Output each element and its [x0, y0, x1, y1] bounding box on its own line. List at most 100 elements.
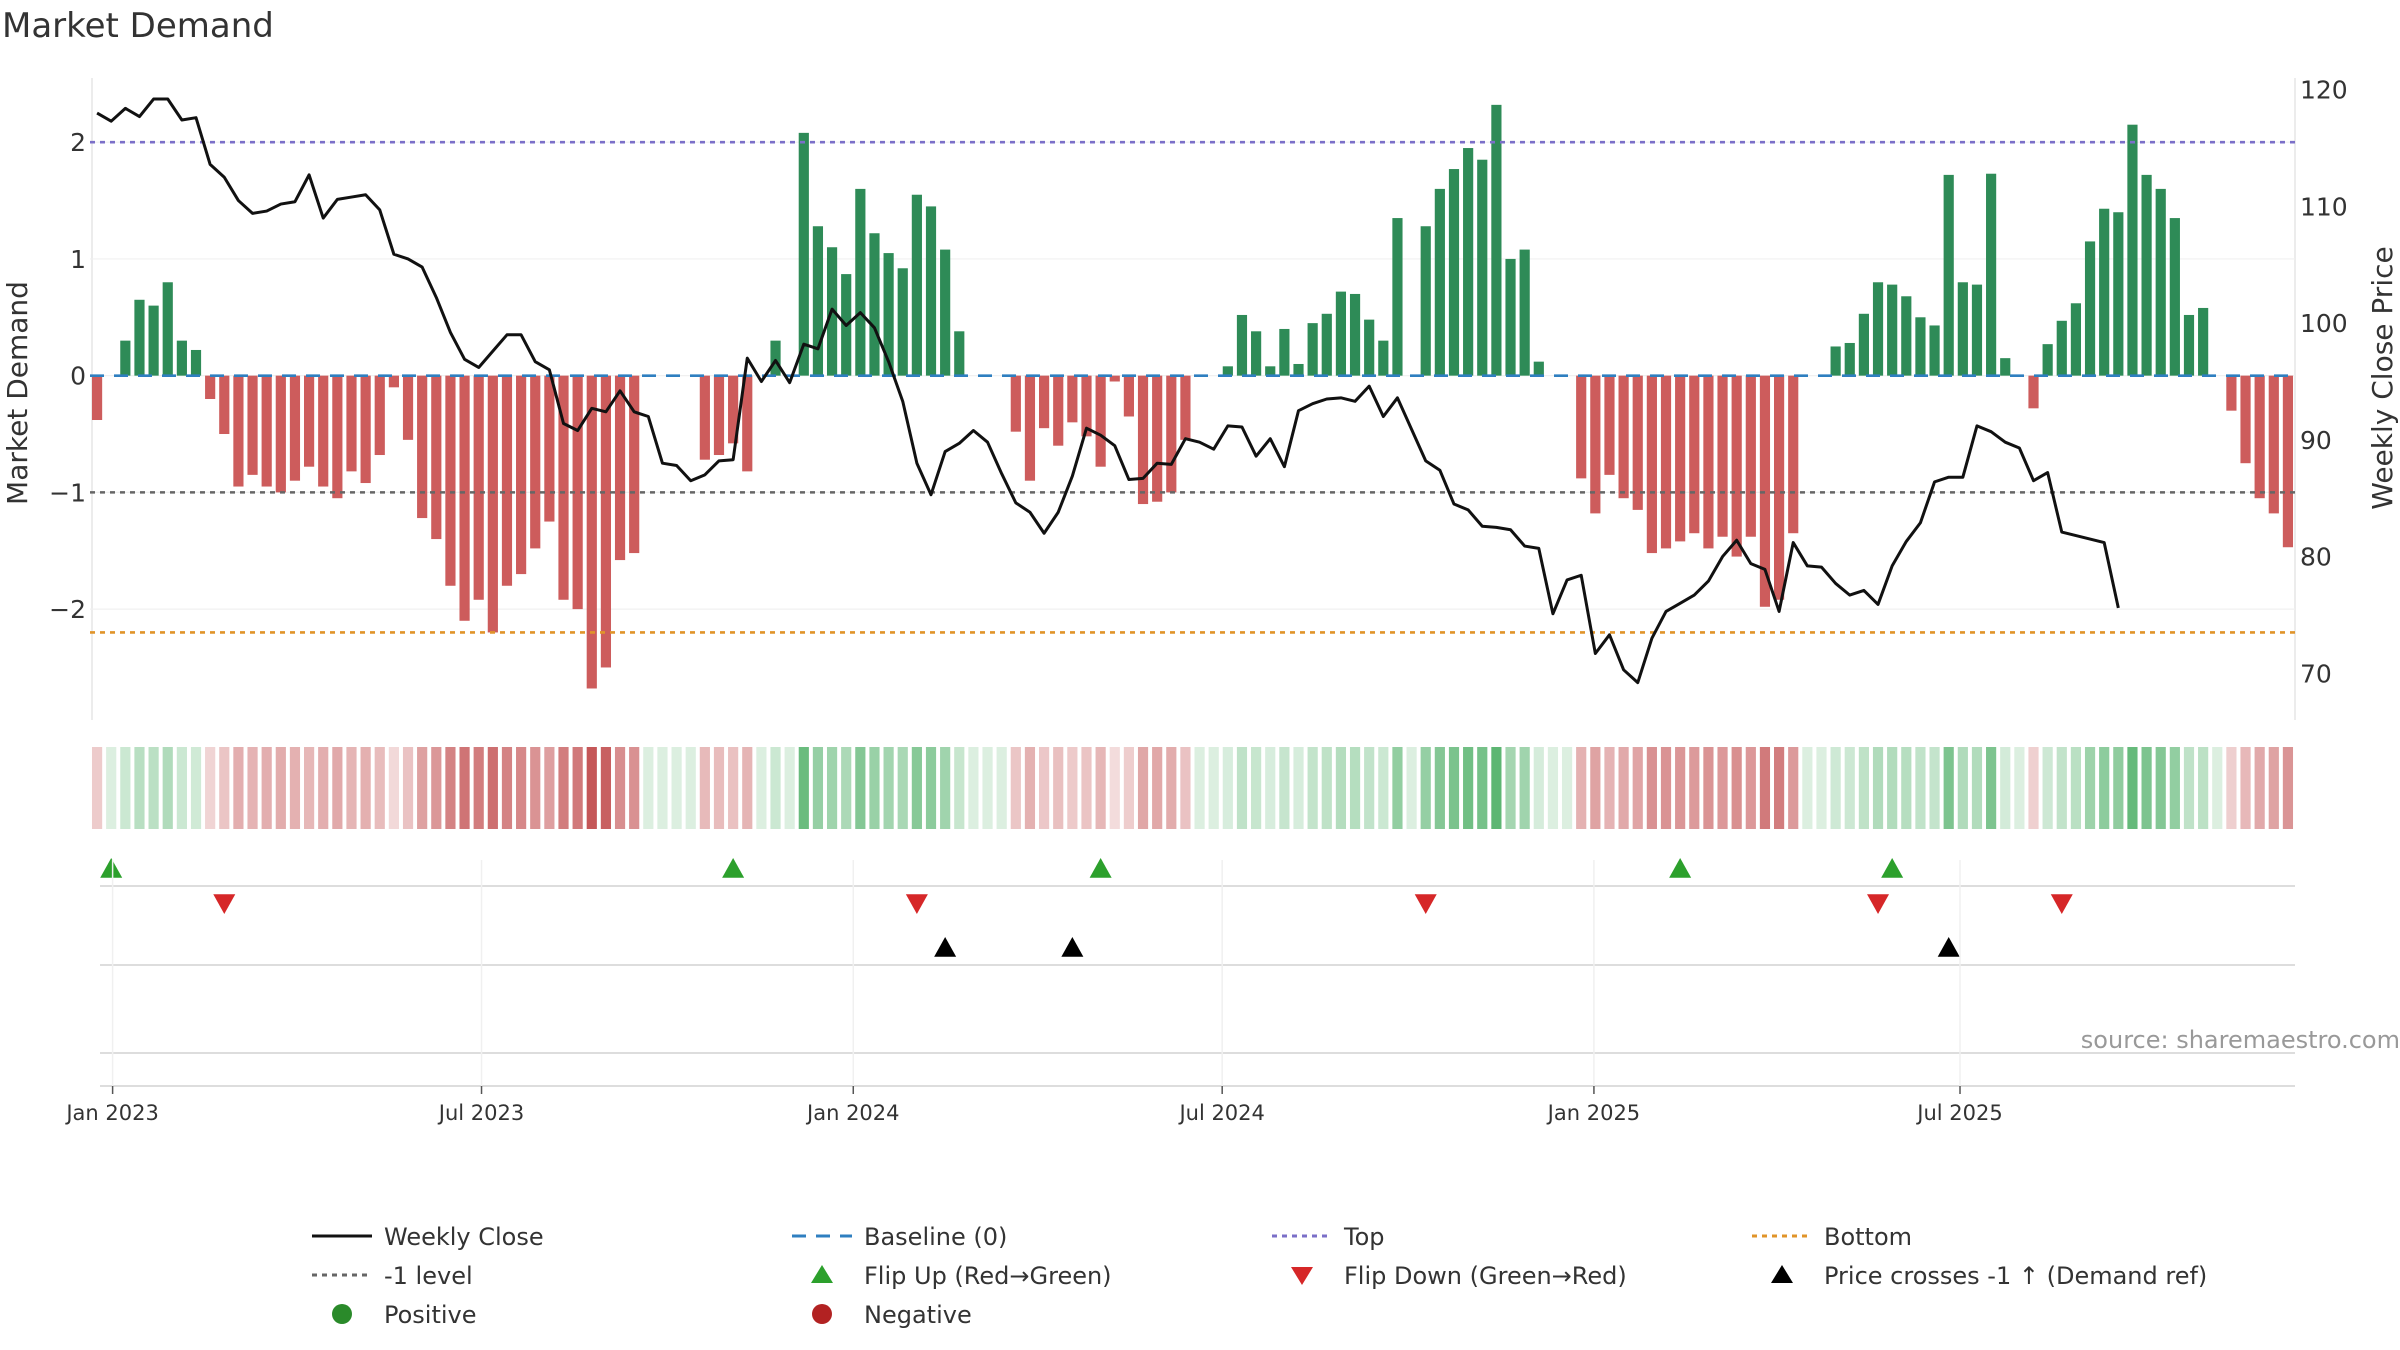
strip-cell — [1406, 747, 1417, 829]
strip-cell — [247, 747, 258, 829]
negative-demand-bar — [1632, 375, 1643, 510]
positive-demand-bar — [2169, 218, 2180, 376]
negative-demand-bar — [516, 375, 527, 575]
strip-cell — [388, 747, 399, 829]
negative-demand-bar — [1123, 375, 1134, 417]
strip-cell — [2183, 747, 2195, 829]
y-tick-label: −2 — [49, 595, 86, 624]
positive-demand-bar — [2141, 174, 2152, 376]
x-tick-label: Jan 2023 — [64, 1101, 159, 1125]
price-cross-marker — [1937, 937, 1960, 957]
negative-demand-bar — [374, 375, 385, 456]
y2-tick-label: 100 — [2300, 309, 2348, 338]
negative-demand-bar — [1590, 375, 1601, 514]
positive-demand-bar — [1463, 148, 1474, 376]
strip-cell — [1095, 747, 1106, 829]
positive-demand-bar — [2155, 188, 2166, 376]
negative-demand-bar — [1703, 375, 1714, 549]
y2-tick-label: 90 — [2300, 426, 2332, 455]
strip-cell — [1675, 747, 1686, 829]
negative-demand-bar — [501, 375, 513, 586]
positive-demand-bar — [1957, 282, 1968, 376]
strip-cell — [1208, 747, 1219, 829]
strip-cell — [1887, 747, 1898, 829]
negative-demand-bar — [275, 375, 286, 493]
positive-demand-bar — [1971, 284, 1983, 376]
legend-label: Top — [1343, 1223, 1385, 1251]
strip-cell — [699, 747, 710, 829]
negative-demand-bar — [1660, 375, 1672, 549]
positive-demand-bar — [940, 249, 951, 376]
strip-cell — [1802, 747, 1813, 829]
strip-cell — [91, 747, 103, 829]
strip-cell — [1717, 747, 1728, 829]
negative-demand-bar — [1180, 375, 1191, 440]
strip-cell — [1293, 747, 1304, 829]
strip-cell — [2212, 747, 2223, 829]
strip-cell — [1901, 747, 1912, 829]
strip-cell — [1703, 747, 1714, 829]
negative-demand-bar — [1774, 375, 1785, 600]
right-y-axis: 120 110 100 90 80 70 — [2300, 76, 2348, 689]
strip-cell — [1166, 747, 1177, 829]
negative-demand-bar — [1095, 375, 1106, 467]
y-tick-label: 2 — [70, 128, 86, 157]
positive-demand-bar — [1858, 313, 1869, 376]
strip-cell — [869, 747, 880, 829]
strip-cell — [1420, 747, 1431, 829]
source-note: source: sharemaestro.com — [2081, 1026, 2400, 1054]
strip-cell — [1067, 747, 1078, 829]
strip-cell — [2056, 747, 2067, 829]
negative-demand-bar — [1576, 375, 1587, 479]
strip-cell — [417, 747, 428, 829]
positive-demand-bar — [770, 340, 781, 376]
strip-cell — [205, 747, 216, 829]
negative-demand-bar — [2226, 375, 2237, 411]
negative-demand-bar — [614, 375, 626, 561]
price-cross-marker — [1061, 937, 1084, 957]
strip-cell — [855, 747, 866, 829]
strip-cell — [657, 747, 668, 829]
legend-label: Flip Down (Green→Red) — [1344, 1262, 1627, 1290]
positive-demand-bar — [1349, 293, 1361, 376]
x-tick-label: Jul 2025 — [1915, 1101, 2002, 1125]
strip-cell — [1844, 747, 1855, 829]
strip-cell — [106, 747, 117, 829]
event-marker-panels — [100, 858, 2295, 1087]
strip-cell — [1349, 747, 1361, 829]
negative-demand-bar — [91, 375, 103, 421]
strip-cell — [134, 747, 145, 829]
strip-cell — [1561, 747, 1573, 829]
positive-demand-bar — [176, 340, 187, 376]
strip-cell — [1321, 747, 1332, 829]
strip-cell — [2028, 747, 2039, 829]
negative-demand-bar — [318, 375, 329, 487]
strip-cell — [2113, 747, 2124, 829]
strip-cell — [1307, 747, 1318, 829]
negative-demand-bar — [261, 375, 272, 487]
negative-demand-bar — [1618, 375, 1629, 499]
strip-cell — [798, 747, 809, 829]
positive-demand-bar — [869, 233, 880, 376]
strip-cell — [148, 747, 159, 829]
negative-demand-bar — [1731, 375, 1742, 557]
strip-cell — [1533, 747, 1544, 829]
strip-cell — [2070, 747, 2082, 829]
positive-demand-bar — [1844, 342, 1855, 376]
strip-cell — [1943, 747, 1954, 829]
negative-demand-bar — [1152, 375, 1163, 502]
y2-tick-label: 120 — [2300, 76, 2348, 105]
negative-demand-bar — [2282, 375, 2294, 548]
strip-cell — [841, 747, 852, 829]
y-tick-label: 0 — [70, 362, 86, 391]
y-axis-label: Market Demand — [1, 281, 34, 505]
strip-cell — [1759, 747, 1771, 829]
positive-demand-bar — [2127, 124, 2138, 376]
negative-demand-bar — [1745, 375, 1756, 537]
strip-cell — [629, 747, 640, 829]
flip-down-marker — [2050, 894, 2073, 914]
positive-demand-bar — [1279, 328, 1290, 376]
legend-swatch — [1291, 1267, 1313, 1285]
strip-cell — [162, 747, 173, 829]
positive-demand-bar — [897, 268, 908, 376]
